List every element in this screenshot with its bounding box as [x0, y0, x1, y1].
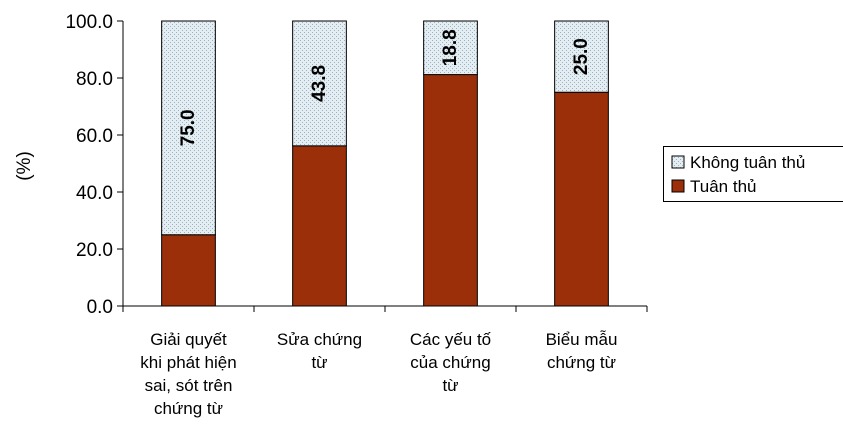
- category-label: Các yếu tố của chứng từ: [410, 330, 492, 395]
- y-tick-label: 80.0: [76, 69, 113, 90]
- y-tick-label: 0.0: [87, 297, 113, 318]
- y-tick-label: 20.0: [76, 240, 113, 261]
- legend-label-tuan-thu: Tuân thủ: [690, 177, 756, 196]
- category-label: Giải quyết khi phát hiện sai, sót trên chứn…: [140, 330, 236, 418]
- bar-khong-tuan-thu: [554, 20, 609, 93]
- data-label: 18.8: [440, 29, 461, 66]
- y-axis-label: (%): [14, 151, 35, 181]
- bars: [161, 20, 609, 307]
- legend-swatch-khong-tuan-thu: [671, 155, 685, 169]
- bar-tuan-thu: [292, 145, 347, 307]
- bar-khong-tuan-thu: [292, 20, 347, 147]
- y-tick-label: 60.0: [76, 126, 113, 147]
- x-axis: [122, 305, 648, 312]
- y-axis: 0.0 20.0 40.0 60.0 80.0 100.0: [65, 12, 124, 318]
- y-tick-label: 40.0: [76, 183, 113, 204]
- category-label: Biểu mẫu chứng từ: [546, 330, 618, 372]
- bar-khong-tuan-thu: [423, 20, 478, 76]
- category-label: Sửa chứng từ: [277, 330, 362, 372]
- y-tick-label: 100.0: [65, 12, 113, 33]
- data-labels: 75.0 43.8 18.8 25.0: [178, 29, 592, 146]
- category-labels: Giải quyết khi phát hiện sai, sót trên chứn…: [140, 330, 617, 418]
- data-label: 25.0: [571, 38, 592, 75]
- bar-tuan-thu: [423, 74, 478, 307]
- bar-tuan-thu: [161, 234, 216, 307]
- data-label: 43.8: [309, 65, 330, 102]
- legend: Không tuân thủ Tuân thủ: [663, 146, 843, 202]
- legend-swatch-tuan-thu: [671, 179, 685, 193]
- legend-label-khong-tuan-thu: Không tuân thủ: [690, 153, 805, 172]
- data-label: 75.0: [178, 109, 199, 146]
- bar-khong-tuan-thu: [161, 20, 216, 236]
- bar-tuan-thu: [554, 91, 609, 307]
